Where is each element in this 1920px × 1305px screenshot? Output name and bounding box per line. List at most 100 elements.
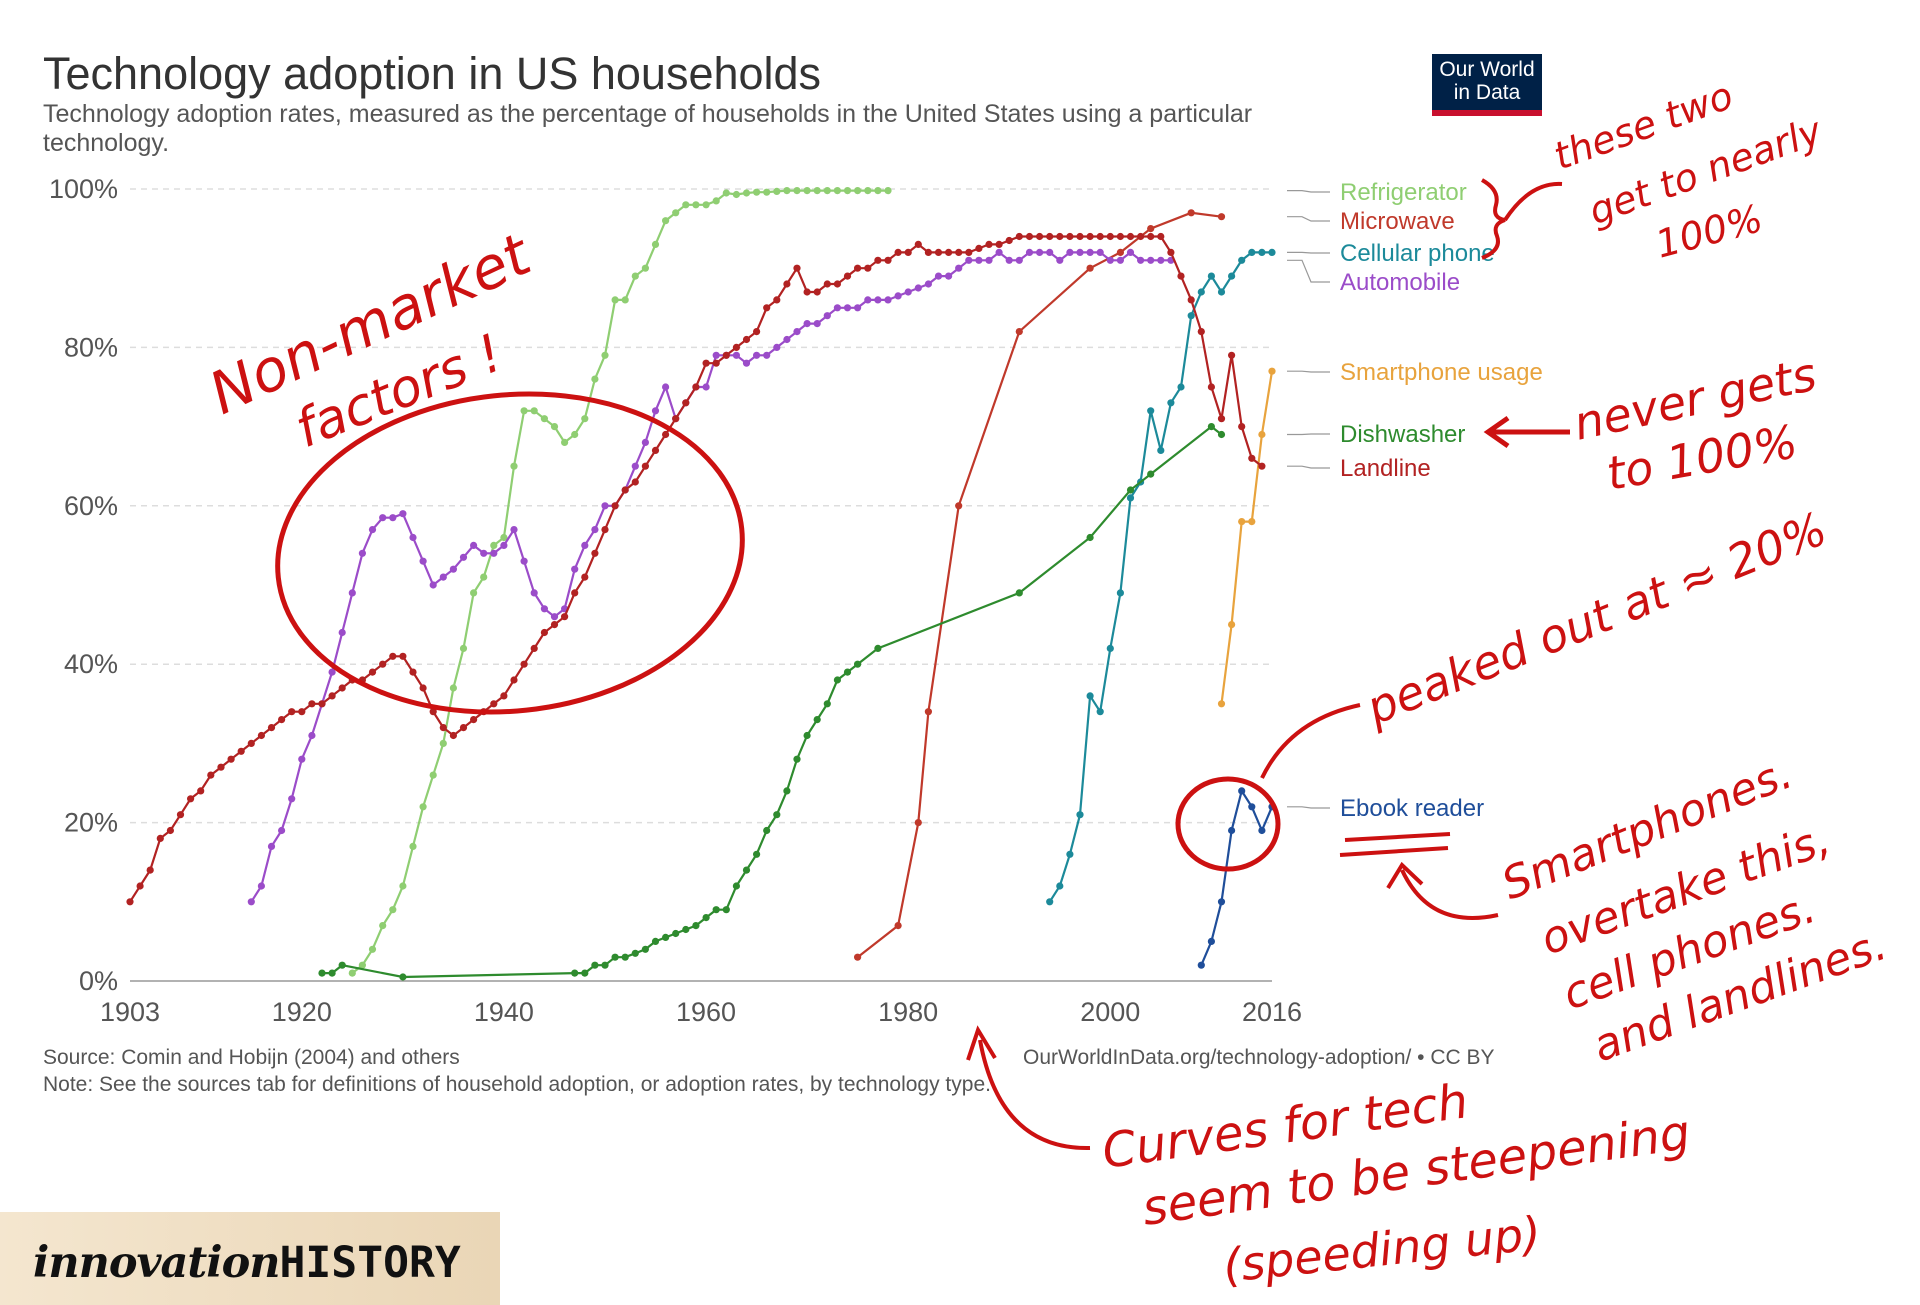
data-point [1217, 898, 1226, 906]
legend-leader [1287, 216, 1330, 222]
data-point [419, 557, 427, 565]
data-point [1228, 272, 1236, 280]
data-point [389, 514, 397, 522]
legend-item[interactable]: Smartphone usage [1287, 359, 1543, 386]
logo-line-2: in Data [1453, 81, 1521, 104]
data-point [1228, 826, 1236, 835]
data-point [1076, 232, 1084, 241]
data-point [813, 320, 821, 328]
legend-item[interactable]: Dishwasher [1287, 421, 1465, 448]
data-point [1137, 256, 1145, 264]
data-point [267, 724, 276, 732]
data-point [1137, 232, 1145, 241]
data-point [1157, 256, 1165, 264]
legend-item[interactable]: Microwave [1287, 208, 1455, 235]
data-point [783, 335, 791, 344]
legend-item[interactable]: Landline [1287, 455, 1431, 482]
owid-logo[interactable]: Our World in Data [1432, 54, 1542, 116]
series-cellular-phone[interactable] [1046, 248, 1276, 906]
data-point [692, 383, 700, 391]
data-point [1207, 423, 1215, 431]
data-point [702, 359, 710, 367]
data-point [439, 724, 447, 732]
data-point [672, 415, 680, 423]
data-point [1248, 518, 1256, 526]
data-point [1187, 209, 1195, 217]
data-point [833, 187, 842, 195]
series-landline[interactable] [126, 232, 1266, 906]
data-point [924, 708, 933, 716]
series-microwave[interactable] [854, 209, 1226, 961]
data-point [1116, 589, 1124, 597]
data-point [1005, 236, 1013, 245]
data-point [682, 201, 690, 209]
data-point [1056, 256, 1064, 264]
data-point [389, 906, 397, 914]
data-point [490, 549, 498, 557]
data-point [470, 589, 478, 597]
x-tick-label: 2000 [1080, 997, 1140, 1027]
legend-label: Refrigerator [1340, 179, 1467, 206]
y-tick-label: 100% [49, 174, 118, 204]
data-point [702, 383, 710, 391]
data-point [854, 187, 862, 195]
series-automobile[interactable] [247, 248, 1175, 906]
legend-leader [1287, 433, 1330, 436]
data-point [763, 304, 771, 312]
data-point [773, 187, 781, 195]
legend-item[interactable]: Cellular phone [1287, 240, 1495, 267]
data-point [550, 613, 559, 621]
data-point [288, 795, 296, 803]
data-point [207, 771, 215, 779]
data-point [1238, 518, 1246, 526]
data-point [1248, 803, 1256, 811]
data-point [257, 882, 265, 890]
data-point [833, 280, 842, 288]
peaked-connector [1260, 703, 1361, 779]
data-point [803, 320, 811, 328]
data-point [884, 256, 892, 264]
source-url[interactable]: OurWorldInData.org/technology-adoption/ … [1023, 1046, 1495, 1069]
data-point [1106, 256, 1114, 264]
chart-subtitle: Technology adoption rates, measured as t… [43, 100, 1253, 157]
data-point [581, 573, 589, 581]
data-point [358, 961, 366, 969]
data-point [631, 272, 639, 280]
data-point [1106, 644, 1114, 653]
legend-item[interactable]: Ebook reader [1287, 795, 1484, 822]
data-point [975, 256, 983, 264]
legend-item[interactable]: Refrigerator [1287, 179, 1467, 206]
x-tick-label: 2016 [1242, 997, 1302, 1027]
data-point [662, 383, 670, 391]
data-point [419, 684, 427, 692]
brand-bold: HISTORY [279, 1238, 461, 1288]
series-refrigerator[interactable] [348, 187, 892, 977]
data-point [884, 187, 892, 195]
footnote: Note: See the sources tab for definition… [43, 1073, 991, 1096]
data-point [439, 573, 447, 581]
data-point [338, 628, 346, 637]
data-point [823, 280, 831, 288]
data-point [1187, 296, 1195, 304]
series-dishwasher[interactable] [318, 423, 1226, 981]
data-point [1116, 232, 1124, 241]
data-point [1238, 256, 1246, 264]
data-point [773, 811, 781, 819]
data-point [773, 343, 781, 351]
data-point [338, 961, 346, 969]
data-point [1126, 232, 1135, 241]
data-point [1258, 430, 1266, 439]
data-point [520, 660, 528, 668]
data-point [399, 510, 407, 518]
data-point [864, 264, 872, 272]
legend-leader [1287, 370, 1330, 373]
data-point [571, 589, 579, 597]
legend-item[interactable]: Automobile [1287, 259, 1460, 296]
series-smartphone-usage[interactable] [1217, 367, 1276, 708]
data-point [288, 708, 296, 716]
data-point [803, 288, 811, 296]
data-point [783, 280, 791, 288]
series-ebook-reader[interactable] [1197, 787, 1276, 969]
data-point [308, 731, 316, 740]
data-point [419, 803, 427, 811]
